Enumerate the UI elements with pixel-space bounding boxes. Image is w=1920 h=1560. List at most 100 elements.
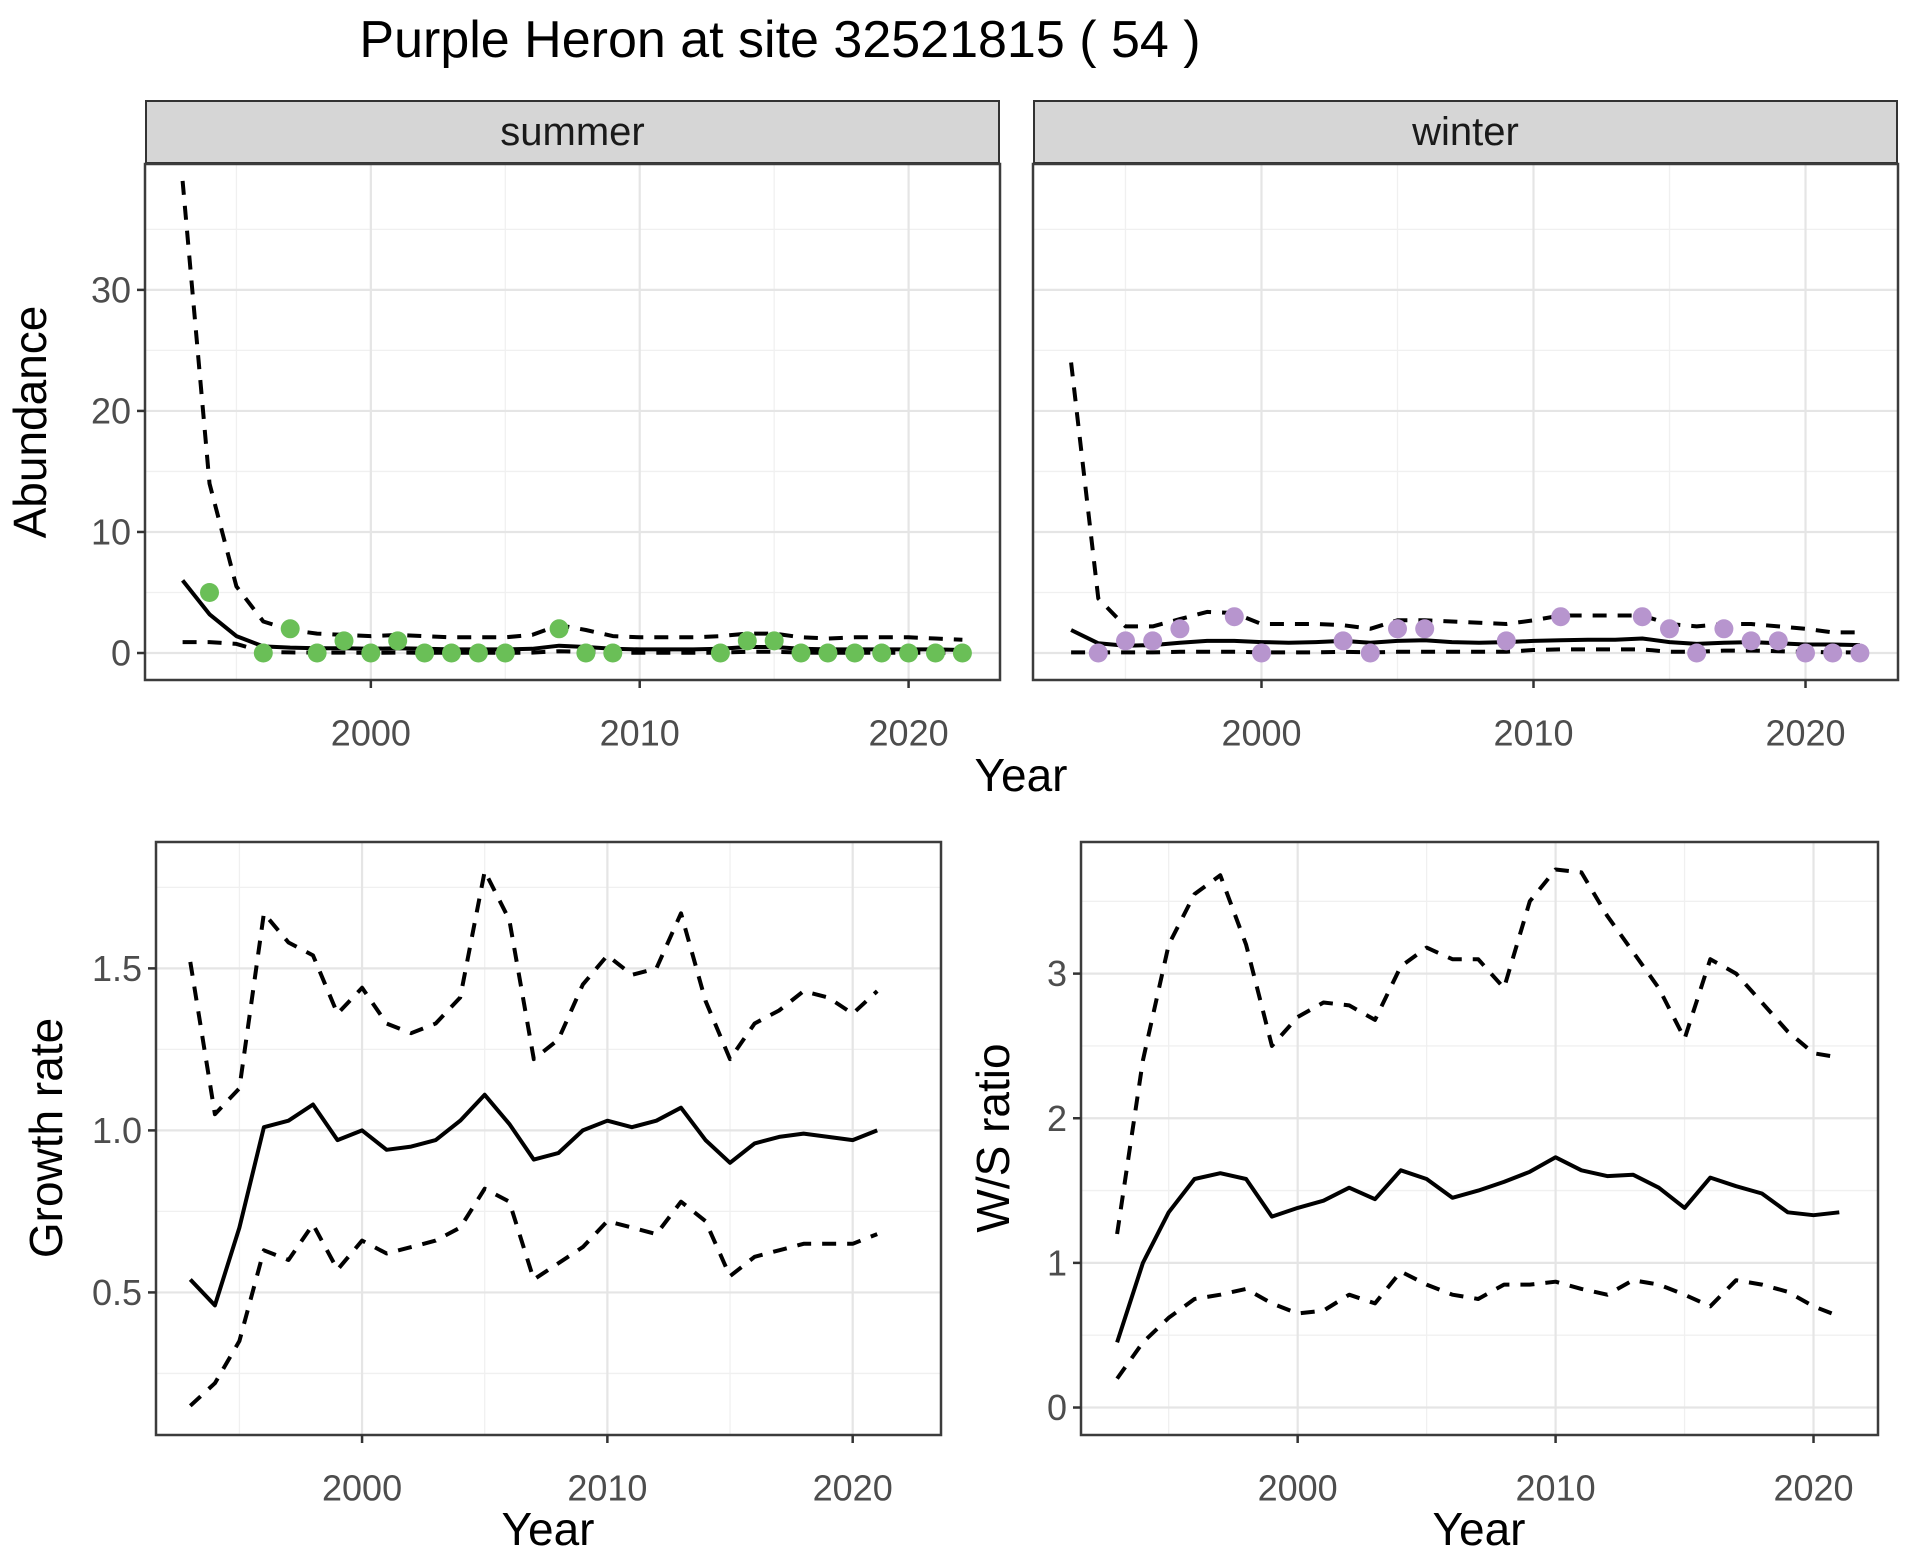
y-tick-label: 1 [1047,1242,1067,1283]
data-point-observed_winter_counts [1360,643,1380,663]
data-point-observed_summer_counts [791,643,811,663]
y-tick-label: 0 [111,633,131,674]
data-point-observed_summer_counts [549,619,569,639]
data-point-observed_winter_counts [1741,631,1761,651]
x-tick-label: 2020 [869,712,949,753]
data-point-observed_summer_counts [468,643,488,663]
series-group [188,869,879,1408]
x-tick-label: 2000 [322,1467,402,1508]
x-axis-title-year-ws: Year [1432,1503,1526,1555]
data-point-observed_winter_counts [1823,643,1843,663]
data-point-observed_winter_counts [1252,643,1271,663]
y-tick-label: 10 [91,512,131,553]
y-tick-label: 30 [91,269,131,310]
data-point-observed_summer_counts [307,643,327,663]
data-point-observed_winter_counts [1850,643,1870,663]
series-lower_ci [1115,1269,1841,1380]
facet-strip-winter-label: winter [1412,109,1519,154]
x-tick-label: 2000 [1221,712,1301,753]
y-tick-label: 1.5 [92,948,142,989]
y-tick-label: 1.0 [92,1110,142,1151]
series-group [1069,362,1870,663]
facet-strip-summer: summer [145,100,1000,164]
data-point-observed_summer_counts [710,643,730,663]
series-median [1070,628,1860,648]
x-tick-label: 2020 [1765,712,1845,753]
x-tick-label: 2010 [1516,1467,1596,1508]
data-point-observed_winter_counts [1333,631,1353,651]
panel-border [143,162,1002,682]
panel-abundance_summer: 2000 2010 2020 0 10 20 30 [91,162,1002,753]
data-point-observed_summer_counts [845,643,865,663]
series-group [180,180,972,663]
x-tick-label: 2000 [331,712,411,753]
y-tick-label: 0 [1047,1387,1067,1428]
data-point-observed_winter_counts [1496,631,1516,651]
data-point-observed_winter_counts [1660,619,1679,639]
panel-background [1033,164,1898,680]
data-point-observed_summer_counts [361,643,381,663]
series-lower_ci [1071,647,1860,655]
x-tick-label: 2020 [1773,1467,1853,1508]
data-point-observed_summer_counts [899,643,919,663]
x-axis-title-year-growth: Year [501,1503,595,1555]
panel-background [156,842,941,1435]
x-tick-label: 2010 [1493,712,1573,753]
data-point-observed_summer_counts [253,643,273,663]
y-axis-title-growth-rate: Growth rate [20,1017,72,1259]
series-upper_ci [1115,867,1840,1235]
panel-border [1079,840,1880,1437]
data-point-observed_summer_counts [576,643,596,663]
data-point-observed_winter_counts [1143,631,1163,651]
panel-border [1031,162,1900,682]
data-point-observed_summer_counts [818,643,838,663]
y-axis-title-ws-ratio: W/S ratio [967,1043,1019,1233]
data-point-observed_summer_counts [495,643,515,663]
data-point-observed_winter_counts [1088,643,1108,663]
series-median [188,1092,878,1308]
data-point-observed_winter_counts [1388,619,1407,639]
data-point-observed_summer_counts [334,631,354,651]
data-point-observed_winter_counts [1714,619,1734,639]
data-point-observed_summer_counts [764,631,784,651]
data-point-observed_winter_counts [1224,607,1244,627]
panel-ws_ratio: 2000 2010 2020 0 1 2 3 [1047,840,1880,1508]
x-tick-label: 2020 [813,1467,893,1508]
panel-background [1081,842,1878,1435]
x-tick-label: 2000 [1258,1467,1338,1508]
data-point-observed_summer_counts [415,643,435,663]
data-point-observed_winter_counts [1632,607,1652,627]
series-group [1115,867,1841,1380]
data-point-observed_summer_counts [280,619,300,639]
facet-strip-winter: winter [1033,100,1898,164]
facet-strip-summer-label: summer [500,109,645,154]
data-point-observed_winter_counts [1768,631,1788,651]
panel-abundance_winter: 2000 2010 2020 [1031,162,1900,753]
data-point-observed_winter_counts [1116,631,1135,651]
data-point-observed_summer_counts [926,643,945,663]
series-upper_ci [188,869,879,1117]
data-point-observed_winter_counts [1551,607,1571,627]
y-tick-label: 20 [91,391,131,432]
data-point-observed_summer_counts [442,643,461,663]
series-lower_ci [188,1186,878,1408]
data-point-observed_summer_counts [603,643,623,663]
data-point-observed_winter_counts [1415,619,1435,639]
y-tick-label: 2 [1047,1098,1067,1139]
data-point-observed_summer_counts [952,643,972,663]
x-axis-title-year-top: Year [974,749,1068,801]
data-point-observed_summer_counts [737,631,757,651]
series-upper_ci [180,180,963,642]
data-point-observed_summer_counts [200,583,219,602]
data-point-observed_winter_counts [1170,619,1190,639]
x-tick-label: 2010 [600,712,680,753]
data-point-observed_winter_counts [1687,643,1707,663]
y-axis-title-abundance: Abundance [4,305,56,539]
series-median [1115,1155,1840,1344]
data-point-observed_summer_counts [872,643,892,663]
plot-title: Purple Heron at site 32521815 ( 54 ) [359,11,1201,69]
data-point-observed_summer_counts [388,631,408,651]
panel-background [145,164,1000,680]
